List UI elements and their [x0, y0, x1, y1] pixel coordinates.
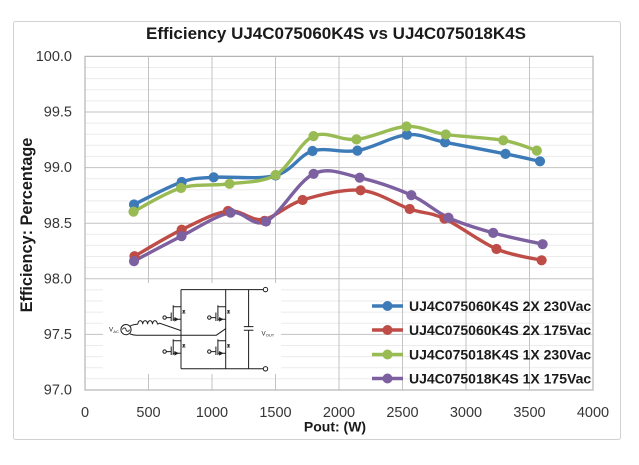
svg-text:OUT: OUT [266, 333, 275, 338]
svg-text:99.5: 99.5 [44, 105, 72, 121]
svg-text:UJ4C075060K4S 2X 230Vac: UJ4C075060K4S 2X 230Vac [409, 298, 591, 314]
svg-text:AC: AC [113, 329, 119, 334]
svg-text:3500: 3500 [513, 405, 545, 421]
svg-text:Efficiency: Percentage: Efficiency: Percentage [18, 138, 36, 313]
svg-text:3000: 3000 [450, 405, 482, 421]
svg-text:0: 0 [81, 405, 89, 421]
svg-text:V: V [262, 331, 267, 338]
svg-text:1000: 1000 [196, 405, 228, 421]
svg-text:UJ4C075018K4S 1X 175Vac: UJ4C075018K4S 1X 175Vac [409, 371, 591, 387]
svg-text:98.5: 98.5 [44, 216, 72, 232]
svg-text:4000: 4000 [577, 405, 609, 421]
svg-text:99.0: 99.0 [44, 160, 72, 176]
svg-text:500: 500 [136, 405, 160, 421]
svg-text:1500: 1500 [259, 405, 291, 421]
svg-text:V: V [109, 327, 114, 334]
svg-text:98.0: 98.0 [44, 271, 72, 287]
svg-text:UJ4C075018K4S 1X 230Vac: UJ4C075018K4S 1X 230Vac [409, 347, 591, 363]
svg-text:97.0: 97.0 [44, 383, 72, 399]
svg-text:Pout: (W): Pout: (W) [304, 419, 366, 435]
svg-text:97.5: 97.5 [44, 327, 72, 343]
svg-text:100.0: 100.0 [36, 49, 72, 65]
svg-text:2500: 2500 [386, 405, 418, 421]
svg-text:UJ4C075060K4S 2X 175Vac: UJ4C075060K4S 2X 175Vac [409, 322, 591, 338]
svg-text:Efficiency UJ4C075060K4S vs UJ: Efficiency UJ4C075060K4S vs UJ4C075018K4… [146, 24, 526, 43]
svg-text:2000: 2000 [323, 405, 355, 421]
